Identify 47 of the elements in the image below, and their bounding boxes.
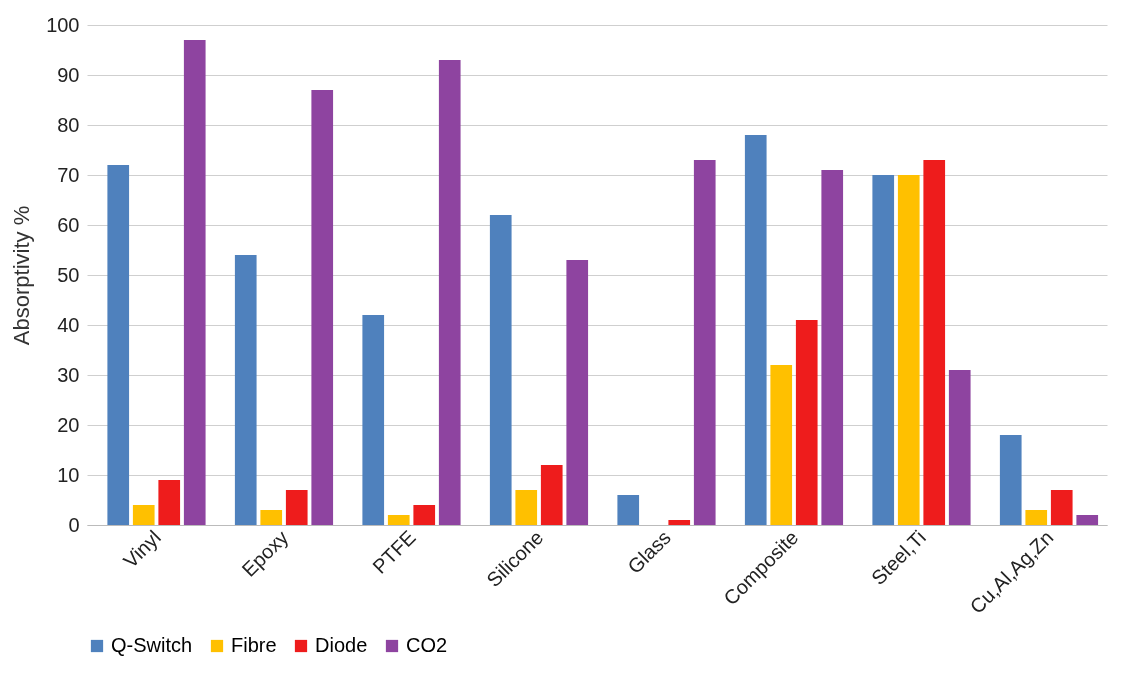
bar: [132, 505, 155, 525]
bar: [158, 480, 181, 525]
bar: [617, 495, 640, 525]
y-tick-label: 80: [57, 113, 80, 136]
bar: [923, 160, 946, 525]
bar: [1025, 510, 1048, 525]
bar: [744, 135, 767, 525]
bar: [260, 510, 283, 525]
y-tick-label: 90: [57, 63, 80, 86]
bar: [999, 435, 1022, 525]
legend-label: Fibre: [231, 634, 277, 656]
y-tick-label: 10: [57, 463, 80, 486]
bar: [387, 515, 410, 525]
bar: [311, 90, 334, 525]
legend-label: Q-Switch: [111, 634, 193, 656]
bar: [897, 175, 920, 525]
bar: [872, 175, 895, 525]
y-tick-label: 50: [57, 263, 80, 286]
y-tick-label: 0: [68, 513, 80, 536]
legend-label: CO2: [406, 634, 448, 656]
bar: [515, 490, 538, 525]
bar: [693, 160, 716, 525]
bar: [234, 255, 257, 525]
bar: [795, 320, 818, 525]
bar: [1050, 490, 1073, 525]
bar: [668, 520, 691, 525]
bar: [107, 165, 130, 525]
y-tick-label: 30: [57, 363, 80, 386]
bar: [438, 60, 461, 525]
y-tick-label: 60: [57, 213, 80, 236]
y-tick-label: 100: [46, 13, 80, 36]
bar: [183, 40, 206, 525]
bar: [285, 490, 308, 525]
legend-label: Diode: [315, 634, 368, 656]
y-tick-label: 70: [57, 163, 80, 186]
bar: [821, 170, 844, 525]
bar: [413, 505, 436, 525]
bar: [489, 215, 512, 525]
y-tick-label: 20: [57, 413, 80, 436]
bar: [566, 260, 589, 525]
y-tick-label: 40: [57, 313, 80, 336]
bar: [362, 315, 385, 525]
bar: [540, 465, 563, 525]
bar: [1076, 515, 1099, 525]
bar: [770, 365, 793, 525]
bar: [948, 370, 971, 525]
y-axis-title: Absorptivity %: [9, 205, 35, 346]
